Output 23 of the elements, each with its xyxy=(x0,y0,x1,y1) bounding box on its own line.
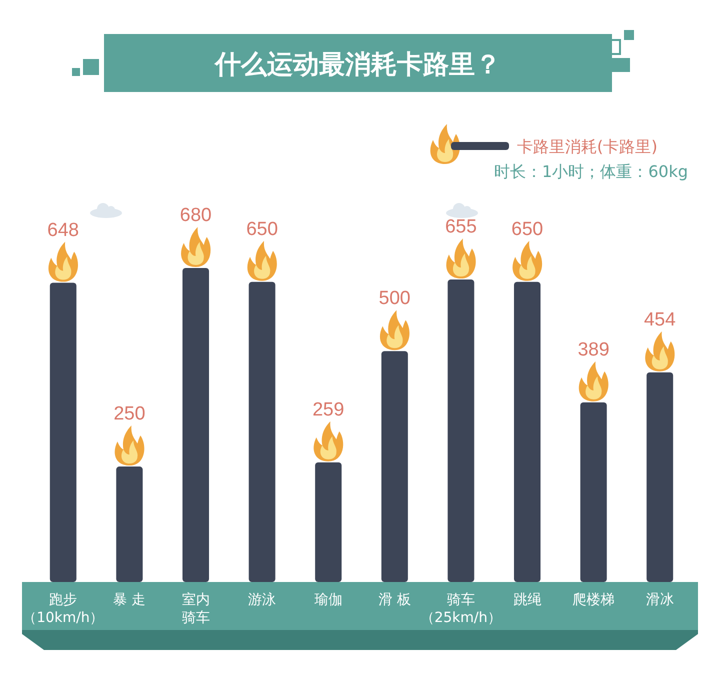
data-label: 389 xyxy=(578,339,610,360)
data-label: 454 xyxy=(644,309,676,330)
x-tick-label: 游泳 xyxy=(248,592,276,608)
data-label: 259 xyxy=(312,399,344,420)
x-tick-label: 骑车（25km/h） xyxy=(420,592,502,626)
text: 时长：1小时；体重：60kg xyxy=(494,162,688,181)
legend-label: 卡路里消耗(卡路里) xyxy=(517,137,658,156)
data-label: 648 xyxy=(47,220,79,241)
data-label: 650 xyxy=(511,218,544,240)
data-label: 680 xyxy=(180,205,212,226)
data-label: 500 xyxy=(378,288,410,310)
data-label: 250 xyxy=(114,404,146,425)
data-label: 650 xyxy=(246,218,278,240)
x-tick-label: 瑜伽 xyxy=(314,592,342,608)
x-tick-label: 暴 走 xyxy=(113,592,146,608)
x-tick-label: 跳绳 xyxy=(513,592,542,608)
x-tick-label: 爬楼梯 xyxy=(572,592,615,608)
x-tick-label: 滑冰 xyxy=(646,592,674,608)
chart-title: 什么运动最消耗卡路里？ xyxy=(214,50,501,80)
x-tick-label: 滑 板 xyxy=(378,592,411,608)
x-tick-label: 跑步（10km/h） xyxy=(22,592,104,626)
x-tick-label: 室内骑车 xyxy=(182,592,210,626)
data-label: 655 xyxy=(445,216,477,238)
